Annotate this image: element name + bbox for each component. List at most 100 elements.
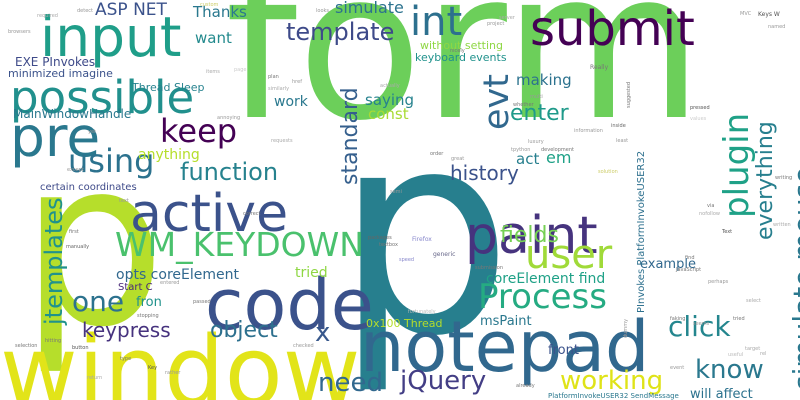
- word-int: int: [410, 0, 463, 45]
- word-rather: rather: [165, 370, 181, 376]
- word-firefox: Firefox: [412, 236, 432, 243]
- word-will-affect: will affect: [690, 387, 753, 400]
- word-useful: useful: [728, 352, 744, 358]
- word-semi: semi: [390, 189, 402, 195]
- word-return: return: [87, 375, 103, 381]
- word-inside: inside: [611, 123, 626, 129]
- word-object: object: [210, 318, 278, 343]
- word-without-setting: without setting: [420, 39, 503, 52]
- word-active: active: [130, 184, 289, 244]
- word-keys-w: Keys W: [758, 11, 780, 18]
- word-first: first: [69, 229, 79, 235]
- word-keep: keep: [160, 112, 238, 150]
- word-one: one: [72, 285, 125, 318]
- word-input: input: [40, 5, 182, 69]
- word-event: event: [670, 365, 685, 371]
- word-form: form: [225, 0, 703, 166]
- word-p: p: [335, 72, 513, 398]
- word-enter: enter: [510, 101, 569, 126]
- word-required: required: [37, 13, 58, 19]
- word-project: project: [487, 21, 505, 27]
- word-luxury: luxury: [528, 139, 544, 145]
- word-using: using: [68, 142, 155, 180]
- word-front: front: [548, 343, 579, 358]
- word-tried: tried: [295, 265, 328, 281]
- word-plugin: plugin: [717, 112, 757, 218]
- word-packages: packages: [368, 235, 392, 241]
- word-template: template: [286, 18, 395, 46]
- word-notepad: notepad: [360, 306, 650, 388]
- word-click: click: [668, 310, 731, 343]
- word-opts-coreelement: opts coreElement: [116, 267, 239, 283]
- word-simulate-mouse: simulate mouse: [787, 166, 800, 390]
- word-named: named: [768, 24, 786, 30]
- word-already: already: [516, 383, 535, 389]
- word-tpython: tpython: [511, 147, 531, 153]
- word-whether: whether: [513, 102, 534, 108]
- word-really: Really: [590, 64, 609, 71]
- word-custom: custom: [200, 2, 219, 8]
- word-yet: yet: [88, 129, 96, 135]
- word-plan: plan: [268, 74, 279, 80]
- word-0x100-thread: 0x100 Thread: [366, 317, 443, 330]
- word-requests: requests: [271, 138, 293, 144]
- word-dummy: dummy: [623, 318, 629, 338]
- word-need: need: [318, 368, 383, 398]
- word-submit: submit: [530, 1, 695, 57]
- word-anything: anything: [138, 147, 200, 163]
- word-key: Key: [148, 365, 158, 371]
- word-javascript: JavaScript: [676, 267, 702, 273]
- word-target: target: [745, 346, 761, 352]
- word-exe-pinvokes: EXE PInvokes: [15, 55, 96, 69]
- word-making: making: [516, 71, 572, 89]
- word-faking: faking: [670, 316, 686, 322]
- word-possible: possible: [10, 71, 195, 124]
- word-platforminvokeuser32-sendmessage: PlatformInvokeUSER32 SendMessage: [548, 392, 679, 400]
- word-pinvokes-platforminvokeuser32: PInvokes PlatformInvokeUSER32: [636, 150, 647, 313]
- word-values: values: [690, 116, 707, 122]
- word-example: example: [640, 257, 696, 272]
- word-similarly: similarly: [268, 86, 290, 92]
- word-least: least: [616, 138, 629, 144]
- word-work: work: [274, 94, 308, 110]
- word-standard: standard: [338, 87, 363, 185]
- word-pressed: pressed: [690, 105, 710, 111]
- word-manually: manually: [66, 244, 90, 250]
- word-nicely: nicely: [450, 48, 465, 54]
- word-saying: saying: [365, 91, 415, 109]
- word-detect: detect: [77, 8, 93, 14]
- word-em: em: [546, 148, 572, 167]
- word-function: function: [180, 158, 279, 186]
- word-type: type: [120, 356, 132, 362]
- word-checked: checked: [293, 343, 314, 349]
- word-want: want: [195, 29, 232, 47]
- word-start-c: Start C: [118, 282, 153, 293]
- word-thread-sleep: Thread Sleep: [132, 81, 205, 94]
- word-fortunately: fortunately: [408, 309, 436, 315]
- word-tried: tried: [733, 316, 745, 322]
- word-suggested: suggested: [626, 81, 632, 108]
- word-process: Process: [478, 277, 607, 317]
- word-nofollow: nofollow: [699, 211, 720, 217]
- word-select: select: [746, 298, 761, 304]
- word-seems: seems: [693, 321, 710, 327]
- word-development: development: [541, 147, 574, 153]
- word-entered: entered: [160, 280, 180, 286]
- word-mspaint: msPaint: [480, 314, 532, 329]
- word-keyboard-events: keyboard events: [415, 51, 507, 64]
- word-solution: solution: [598, 169, 618, 175]
- word-selection: selection: [15, 343, 38, 349]
- word-browsers: browsers: [8, 29, 31, 35]
- word-p: p: [20, 111, 166, 378]
- word-paint: paint: [465, 206, 598, 266]
- word-generic: generic: [433, 251, 456, 258]
- word-order: order: [430, 151, 444, 157]
- word-fields: fields: [500, 223, 559, 248]
- word-const: const: [368, 105, 409, 123]
- word-looks: looks: [316, 8, 330, 14]
- word-code: code: [205, 264, 374, 346]
- word-simulate: simulate: [335, 0, 404, 17]
- word-act: act: [516, 150, 540, 168]
- word-stopping: stopping: [137, 313, 159, 319]
